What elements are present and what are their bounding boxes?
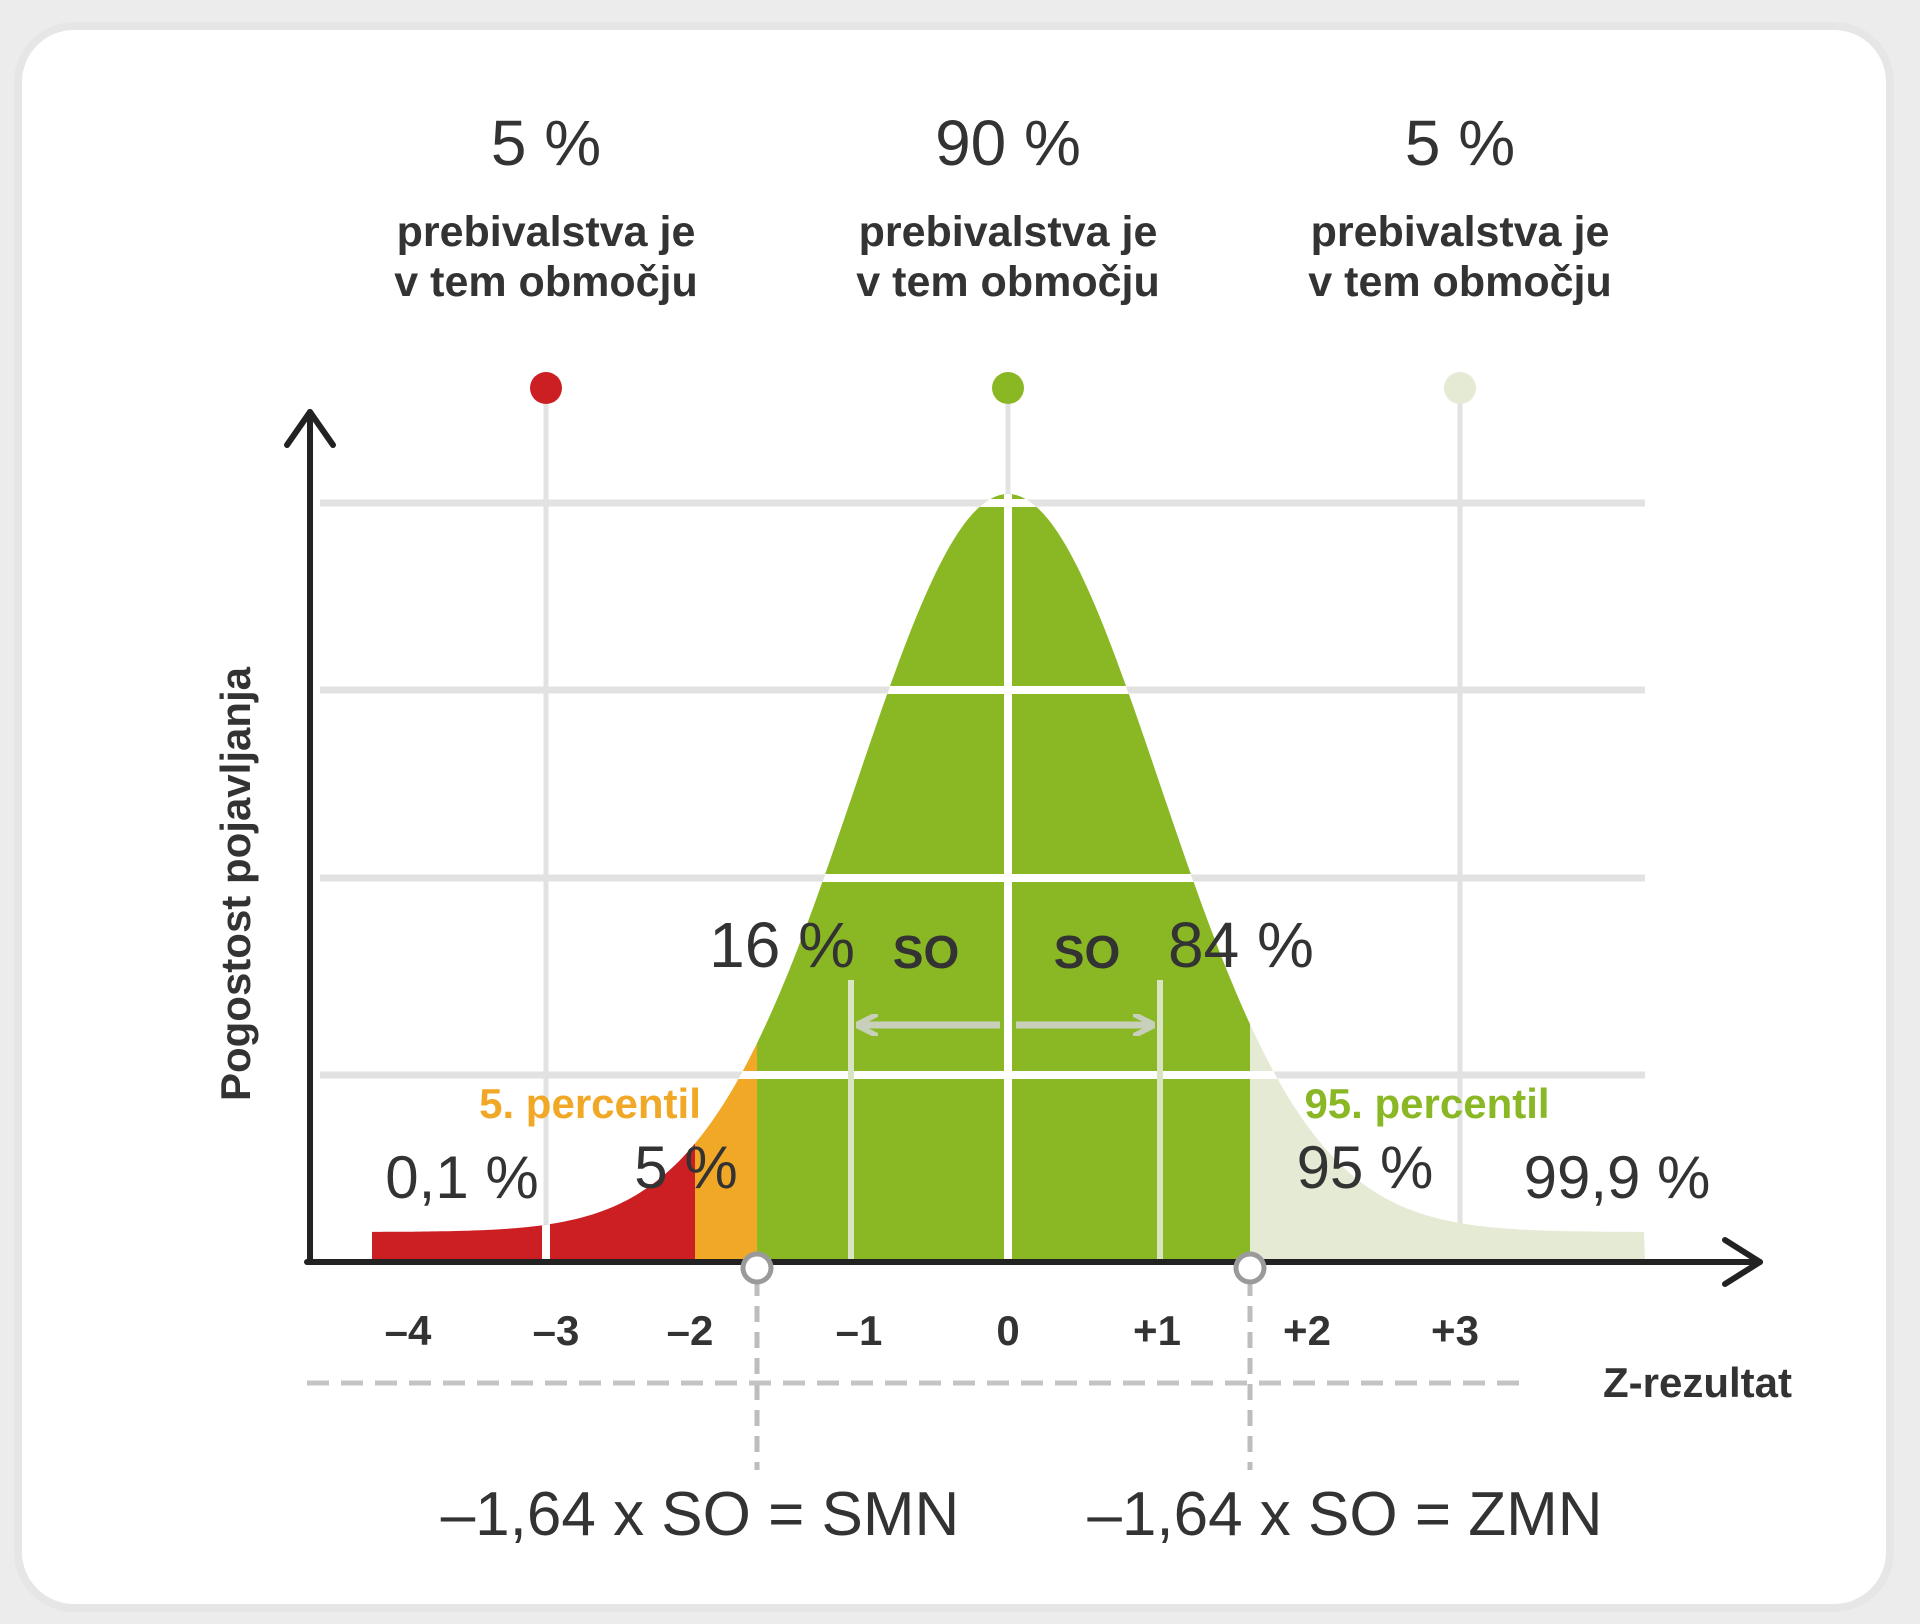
formula-right: –1,64 x SO = ZMN xyxy=(1087,1480,1602,1549)
label-5-percent: 5 % xyxy=(634,1134,737,1201)
formula-left: –1,64 x SO = SMN xyxy=(441,1480,960,1549)
so-markers xyxy=(848,985,1163,1070)
label-0-1-percent: 0,1 % xyxy=(385,1144,538,1211)
axes xyxy=(284,409,1763,1287)
distribution-area xyxy=(372,494,1645,1260)
top-group-left-line2: v tem območju xyxy=(394,258,697,306)
label-16-percent: 16 % xyxy=(709,909,855,981)
label-84-percent: 84 % xyxy=(1168,909,1314,981)
x-axis-arrow xyxy=(1722,1237,1763,1287)
top-group-center-line2: v tem območju xyxy=(856,258,1159,306)
so-label-right: SO xyxy=(1054,926,1120,978)
x-tick-label: +3 xyxy=(1431,1307,1479,1354)
y-axis-arrow xyxy=(284,409,336,448)
x-tick-label: +1 xyxy=(1133,1307,1181,1354)
x-tick-label: 0 xyxy=(996,1307,1019,1354)
x-tick-label: –2 xyxy=(667,1307,714,1354)
top-group-right-line1: prebivalstva je xyxy=(1311,208,1610,256)
top-group-right-line2: v tem območju xyxy=(1308,258,1611,306)
top-group-center-percent: 90 % xyxy=(935,107,1081,179)
label-99-9-percent: 99,9 % xyxy=(1524,1144,1711,1211)
x-tick-label: +2 xyxy=(1283,1307,1331,1354)
top-group-right: 5 % prebivalstva je v tem območju xyxy=(1308,107,1611,306)
y-axis-label: Pogostost pojavljanja xyxy=(212,666,259,1101)
x-tick-label: –4 xyxy=(385,1307,432,1354)
dot-green xyxy=(992,372,1024,404)
top-group-left-line1: prebivalstva je xyxy=(397,208,696,256)
region-green xyxy=(757,494,1250,1260)
top-group-left: 5 % prebivalstva je v tem območju xyxy=(394,107,697,306)
label-5th-percentile: 5. percentil xyxy=(479,1080,701,1127)
label-95th-percentile: 95. percentil xyxy=(1304,1080,1549,1127)
x-axis-label: Z-rezultat xyxy=(1603,1359,1792,1406)
top-group-left-percent: 5 % xyxy=(491,107,601,179)
x-tick-label: –1 xyxy=(836,1307,883,1354)
top-group-right-percent: 5 % xyxy=(1405,107,1515,179)
top-group-center-line1: prebivalstva je xyxy=(859,208,1158,256)
x-tick-label: –3 xyxy=(533,1307,580,1354)
top-group-center: 90 % prebivalstva je v tem območju xyxy=(856,107,1159,306)
so-label-left: SO xyxy=(893,926,959,978)
dot-red xyxy=(530,372,562,404)
percentile-boundaries xyxy=(740,1251,1267,1470)
dot-light-green xyxy=(1444,372,1476,404)
x-tick-labels: –4 –3 –2 –1 0 +1 +2 +3 xyxy=(385,1307,1479,1354)
label-95-percent: 95 % xyxy=(1297,1134,1434,1201)
